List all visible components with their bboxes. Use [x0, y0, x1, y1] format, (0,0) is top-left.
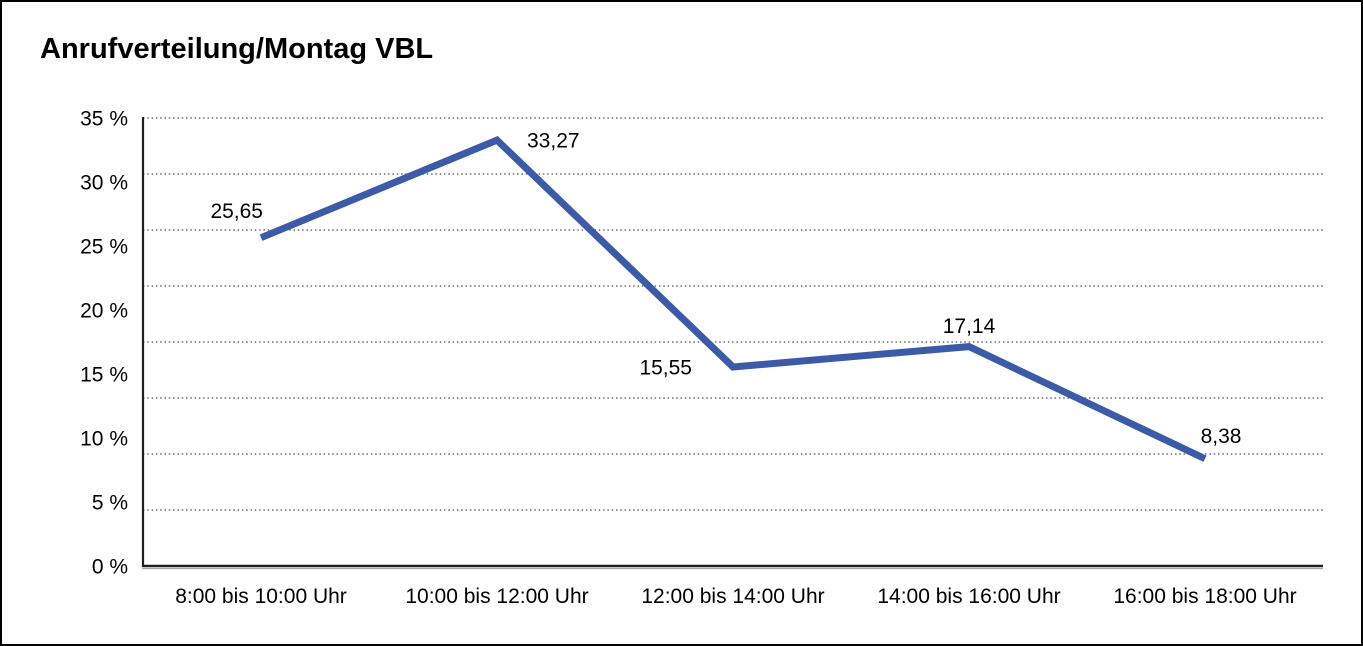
y-tick-label: 0 % — [92, 555, 128, 578]
y-tick-label: 25 % — [80, 235, 128, 258]
data-point-label: 25,65 — [210, 200, 263, 223]
x-tick-label: 12:00 bis 14:00 Uhr — [641, 585, 824, 608]
gridlines — [143, 117, 1323, 511]
y-tick-label: 20 % — [80, 299, 128, 322]
data-line — [259, 136, 1207, 462]
y-tick-label: 10 % — [80, 427, 128, 450]
x-tick-label: 10:00 bis 12:00 Uhr — [405, 585, 588, 608]
y-tick-label: 30 % — [80, 171, 128, 194]
x-axis-labels: 8:00 bis 10:00 Uhr 10:00 bis 12:00 Uhr 12:… — [175, 585, 1296, 608]
data-point-label: 33,27 — [527, 129, 580, 152]
y-tick-label: 15 % — [80, 363, 128, 386]
axes — [141, 117, 1323, 570]
y-tick-label: 5 % — [92, 491, 128, 514]
x-tick-label: 16:00 bis 18:00 Uhr — [1113, 585, 1296, 608]
x-tick-label: 8:00 bis 10:00 Uhr — [175, 585, 347, 608]
data-series — [259, 136, 1207, 462]
data-point-label: 17,14 — [943, 315, 996, 338]
chart-title: Anrufverteilung/Montag VBL — [40, 33, 433, 65]
x-tick-label: 14:00 bis 16:00 Uhr — [877, 585, 1060, 608]
data-point-label: 15,55 — [639, 356, 692, 379]
value-labels: 25,65 33,27 15,55 17,14 8,38 — [210, 129, 1241, 448]
data-point-label: 8,38 — [1201, 425, 1242, 448]
y-axis-labels: 35 % 30 % 25 % 20 % 15 % 10 % 5 % 0 % — [80, 107, 128, 578]
y-tick-label: 35 % — [80, 107, 128, 130]
